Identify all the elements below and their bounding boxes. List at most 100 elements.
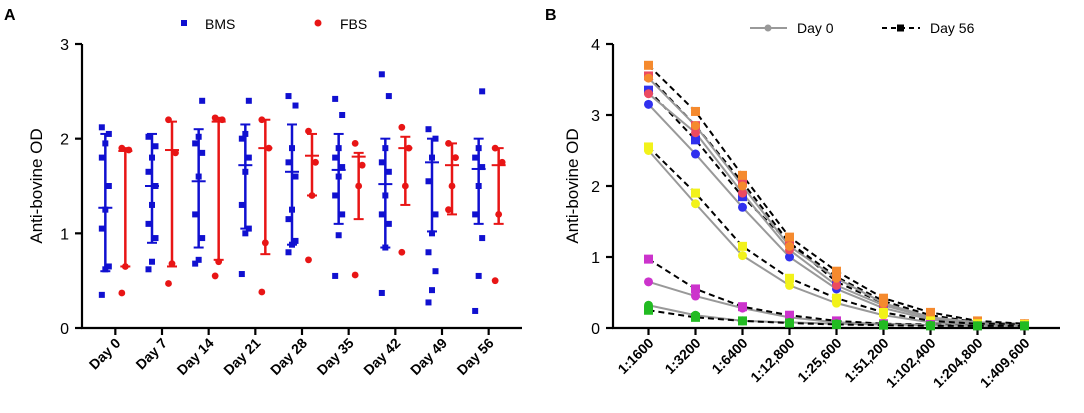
b-day56-point <box>832 319 841 329</box>
a-fbs-point <box>118 144 126 152</box>
b-day0-point <box>738 181 747 191</box>
a-fbs-point <box>401 182 409 190</box>
a-bms-point <box>145 133 152 140</box>
a-xtick-label: Day 0 <box>86 335 124 373</box>
a-fbs-point <box>305 127 312 135</box>
a-bms-point <box>332 192 339 199</box>
b-day0-point <box>832 280 841 290</box>
a-ytick-label: 2 <box>60 132 69 149</box>
a-bms-point <box>102 206 109 213</box>
a-bms-point <box>195 133 202 140</box>
a-bms-point <box>98 225 105 232</box>
a-fbs-point <box>351 140 359 147</box>
a-bms-point <box>432 135 439 142</box>
a-bms-point <box>429 287 435 294</box>
a-bms-point <box>152 235 159 242</box>
b-ytick-label: 0 <box>591 321 600 338</box>
b-day0-point <box>691 291 700 301</box>
panel-a-legend: BMS FBS <box>181 16 367 32</box>
a-bms-point <box>385 168 392 175</box>
a-bms-point <box>429 154 435 161</box>
a-bms-point <box>385 93 392 100</box>
b-xtick-label: 1:204,800 <box>930 335 986 391</box>
a-fbs-point <box>165 116 172 124</box>
a-fbs-point <box>452 154 459 162</box>
a-bms-point <box>149 154 155 161</box>
b-xtick-label: 1:102,400 <box>883 335 939 391</box>
a-bms-point <box>425 249 432 256</box>
a-xtick-label: Day 35 <box>314 335 357 378</box>
a-bms-point <box>145 220 152 227</box>
a-fbs-point <box>258 116 266 124</box>
a-bms-point <box>242 130 249 137</box>
b-day56-point <box>691 284 700 294</box>
a-bms-point <box>339 211 346 218</box>
panel-a-label: A <box>4 7 16 24</box>
panel-b-legend: Day 0 Day 56 <box>750 20 975 36</box>
a-fbs-point <box>445 206 452 214</box>
a-bms-point <box>382 145 389 152</box>
a-bms-point <box>105 183 112 189</box>
legend-day0-marker <box>764 24 772 32</box>
b-day56-point <box>973 321 982 331</box>
a-fbs-point <box>172 149 179 157</box>
a-fbs-point <box>398 123 406 131</box>
b-day56-point <box>691 135 700 145</box>
a-fbs-point <box>261 239 269 247</box>
a-bms-point <box>195 256 202 263</box>
panel-a-y-title: Anti-bovine OD <box>27 128 46 243</box>
a-bms-point <box>425 178 432 185</box>
a-bms-point <box>199 235 206 242</box>
b-day0-point <box>738 251 747 261</box>
a-bms-point <box>199 149 206 156</box>
legend-bms-label: BMS <box>205 16 235 32</box>
b-day56-point <box>926 307 935 317</box>
a-fbs-point <box>312 158 319 166</box>
b-day56-point <box>691 188 700 198</box>
a-fbs-point <box>165 280 172 287</box>
b-day0-point <box>738 188 747 198</box>
b-day56-point <box>644 60 653 70</box>
legend-bms-marker <box>181 20 187 26</box>
b-day0-point <box>691 128 700 138</box>
b-day56-point <box>644 142 653 152</box>
b-day0-point <box>644 89 653 99</box>
a-bms-point <box>245 225 252 232</box>
b-xtick-label: 1:6400 <box>708 335 750 377</box>
a-bms-point <box>102 266 109 273</box>
a-bms-point <box>335 145 342 152</box>
b-day0-point <box>785 280 794 290</box>
a-bms-point <box>339 112 346 118</box>
a-ytick-label: 0 <box>60 321 69 338</box>
b-ytick-label: 1 <box>591 250 600 267</box>
a-bms-point <box>238 201 245 208</box>
b-day0-point <box>738 202 747 212</box>
a-fbs-point <box>218 116 226 124</box>
a-fbs-point <box>351 271 359 279</box>
b-day56-point <box>1020 321 1029 331</box>
b-day56-point <box>691 106 700 116</box>
a-fbs-point <box>305 256 312 264</box>
a-bms-point <box>335 173 342 180</box>
a-bms-point <box>382 192 389 199</box>
b-day0-point <box>691 121 700 131</box>
b-day0-point <box>644 99 653 109</box>
a-fbs-point <box>491 144 499 152</box>
a-fbs-point <box>355 182 363 190</box>
a-bms-point <box>378 159 385 166</box>
a-bms-point <box>332 154 339 161</box>
a-bms-point <box>105 130 112 137</box>
a-bms-point <box>425 299 432 306</box>
b-day0-point <box>785 241 794 251</box>
a-bms-point <box>245 154 252 161</box>
a-bms-point <box>149 201 155 208</box>
a-bms-point <box>475 272 482 279</box>
b-xtick-label: 1:25,600 <box>794 335 845 386</box>
a-bms-point <box>242 230 249 237</box>
legend-day56-label: Day 56 <box>930 20 975 36</box>
a-bms-point <box>152 143 159 150</box>
a-bms-point <box>98 154 105 161</box>
a-bms-point <box>479 88 486 95</box>
b-day56-point <box>832 293 841 303</box>
